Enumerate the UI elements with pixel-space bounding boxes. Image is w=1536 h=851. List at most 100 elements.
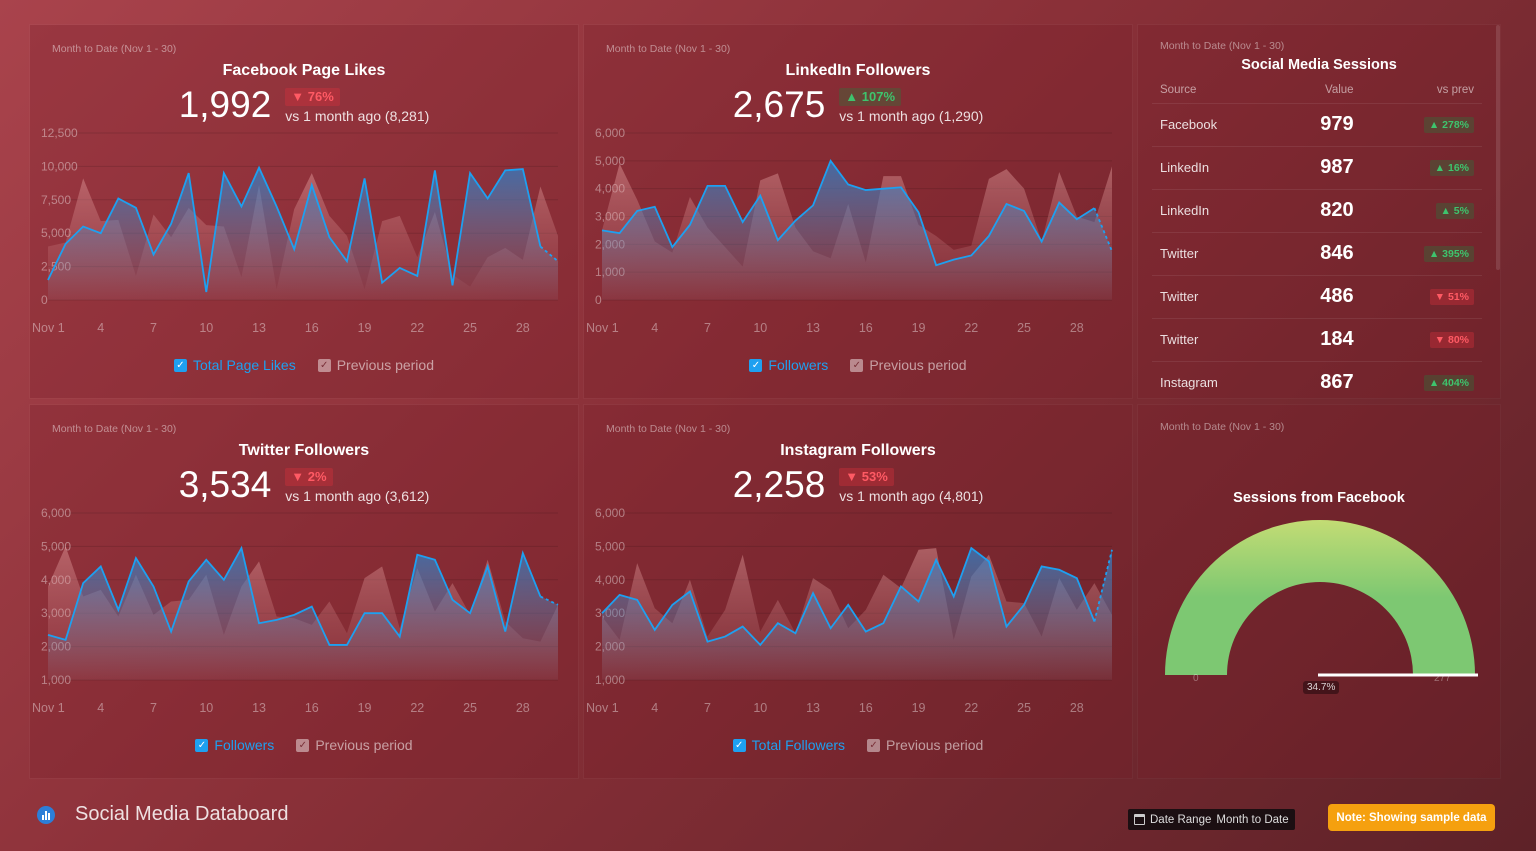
legend-current[interactable]: ✓ Followers (195, 737, 274, 753)
dashboard-title: Social Media Databoard (75, 803, 289, 825)
table-row: Facebook 979 ▲ 278% (1152, 103, 1482, 147)
x-tick-label: 10 (199, 321, 213, 335)
table-row: Instagram 867 ▲ 404% (1152, 361, 1482, 398)
checkbox-checked-icon[interactable]: ✓ (296, 738, 310, 752)
change-badge: ▼ 76% (285, 88, 340, 106)
current-period-area (48, 548, 558, 680)
legend-previous[interactable]: ✓ Previous period (850, 357, 967, 373)
table-row: Twitter 184 ▼ 80% (1152, 318, 1482, 362)
legend-label: Followers (768, 357, 829, 373)
value-cell: 867 (1271, 361, 1362, 398)
change-badge: ▼ 53% (839, 468, 894, 486)
date-range-button[interactable]: Date Range Month to Date (1128, 809, 1295, 830)
widget-title: Social Media Sessions (1241, 57, 1397, 73)
table-row: Twitter 846 ▲ 395% (1152, 232, 1482, 276)
current-period-projection-line (539, 245, 559, 262)
value-cell: 979 (1271, 103, 1362, 147)
legend-current[interactable]: ✓ Followers (749, 357, 828, 373)
comparison-text: vs 1 month ago (4,801) (839, 488, 984, 504)
sessions-from-facebook-widget: Month to Date (Nov 1 - 30) Sessions from… (1138, 405, 1500, 778)
x-tick-label: 4 (97, 321, 104, 335)
change-badge: ▲ 404% (1423, 375, 1474, 391)
x-tick-label: 22 (964, 321, 978, 335)
sample-data-note-button[interactable]: Note: Showing sample data (1328, 804, 1495, 831)
x-tick-label: 28 (516, 321, 530, 335)
x-tick-label: 10 (753, 321, 767, 335)
x-tick-label: 22 (964, 701, 978, 715)
legend-previous[interactable]: ✓ Previous period (317, 357, 434, 373)
checkbox-checked-icon[interactable]: ✓ (173, 358, 187, 372)
x-tick-label: 25 (463, 701, 477, 715)
date-range-label: Month to Date (Nov 1 - 30) (1160, 421, 1285, 433)
legend-label: Previous period (315, 737, 413, 753)
x-tick-label: 22 (410, 701, 424, 715)
change-badge: ▲ 16% (1429, 160, 1474, 176)
x-tick-label: 7 (150, 321, 157, 335)
scrollbar[interactable] (1496, 25, 1500, 270)
table-row: LinkedIn 987 ▲ 16% (1152, 146, 1482, 190)
change-cell: ▲ 278% (1361, 103, 1482, 147)
gauge-value-label: 34.7% (1303, 681, 1340, 694)
change-badge: ▲ 107% (839, 88, 902, 106)
legend-previous[interactable]: ✓ Previous period (867, 737, 983, 753)
x-tick-label: Nov 1 (32, 321, 65, 335)
change-badge: ▼ 51% (1429, 289, 1474, 305)
checkbox-checked-icon[interactable]: ✓ (195, 738, 209, 752)
table-row: Twitter 486 ▼ 51% (1152, 275, 1482, 319)
y-tick-label: 0 (41, 293, 48, 307)
legend-label: Previous period (336, 357, 434, 373)
source-cell: Twitter (1152, 318, 1272, 362)
checkbox-checked-icon[interactable]: ✓ (732, 738, 746, 752)
y-tick-label: 0 (595, 293, 602, 307)
date-range-value: Month to Date (1216, 813, 1289, 826)
current-period-line (601, 158, 1095, 267)
change-cell: ▼ 51% (1361, 275, 1482, 319)
date-range-label: Month to Date (Nov 1 - 30) (52, 423, 177, 435)
x-tick-label: 4 (651, 701, 658, 715)
checkbox-checked-icon[interactable]: ✓ (317, 358, 331, 372)
twitter-followers-widget: Month to Date (Nov 1 - 30) Twitter Follo… (30, 405, 578, 778)
social-media-sessions-widget: Month to Date (Nov 1 - 30) Social Media … (1138, 25, 1500, 398)
legend-current[interactable]: ✓ Total Page Likes (173, 357, 296, 373)
x-tick-label: 28 (1070, 701, 1084, 715)
column-header-value: Value (1271, 77, 1362, 104)
gauge-max-label: 277 (1434, 673, 1451, 684)
checkbox-checked-icon[interactable]: ✓ (867, 738, 881, 752)
x-tick-label: 25 (1017, 321, 1031, 335)
value-cell: 486 (1271, 275, 1362, 319)
legend-current[interactable]: ✓ Total Followers (732, 737, 845, 753)
value-cell: 820 (1271, 189, 1362, 233)
change-badge: ▲ 278% (1423, 117, 1474, 133)
source-cell: Twitter (1152, 232, 1272, 276)
y-tick-label: 10,000 (41, 159, 78, 173)
kpi-value: 2,675 (732, 84, 826, 125)
x-tick-label: 25 (463, 321, 477, 335)
date-range-label: Date Range (1150, 813, 1212, 826)
source-cell: Instagram (1152, 361, 1272, 398)
y-tick-label: 5,000 (41, 539, 71, 553)
x-tick-label: 28 (516, 701, 530, 715)
current-period-area (48, 167, 558, 300)
x-tick-label: 13 (252, 701, 266, 715)
x-tick-label: 16 (859, 701, 873, 715)
y-tick-label: 5,000 (595, 539, 625, 553)
widget-title: Twitter Followers (238, 442, 370, 459)
legend-label: Followers (214, 737, 275, 753)
x-tick-label: 4 (97, 701, 104, 715)
checkbox-checked-icon[interactable]: ✓ (749, 358, 763, 372)
legend-previous[interactable]: ✓ Previous period (296, 737, 413, 753)
x-tick-label: 28 (1070, 321, 1084, 335)
y-tick-label: 6,000 (595, 126, 625, 140)
source-cell: LinkedIn (1152, 146, 1272, 190)
current-period-projection-line (1093, 207, 1113, 252)
comparison-text: vs 1 month ago (3,612) (285, 488, 430, 504)
change-cell: ▼ 80% (1361, 318, 1482, 362)
source-cell: Twitter (1152, 275, 1272, 319)
checkbox-checked-icon[interactable]: ✓ (850, 358, 864, 372)
y-tick-label: 4,000 (595, 573, 625, 587)
linkedin-followers-widget: Month to Date (Nov 1 - 30) LinkedIn Foll… (584, 25, 1132, 398)
comparison-text: vs 1 month ago (1,290) (839, 108, 984, 124)
kpi-value: 1,992 (178, 84, 272, 125)
